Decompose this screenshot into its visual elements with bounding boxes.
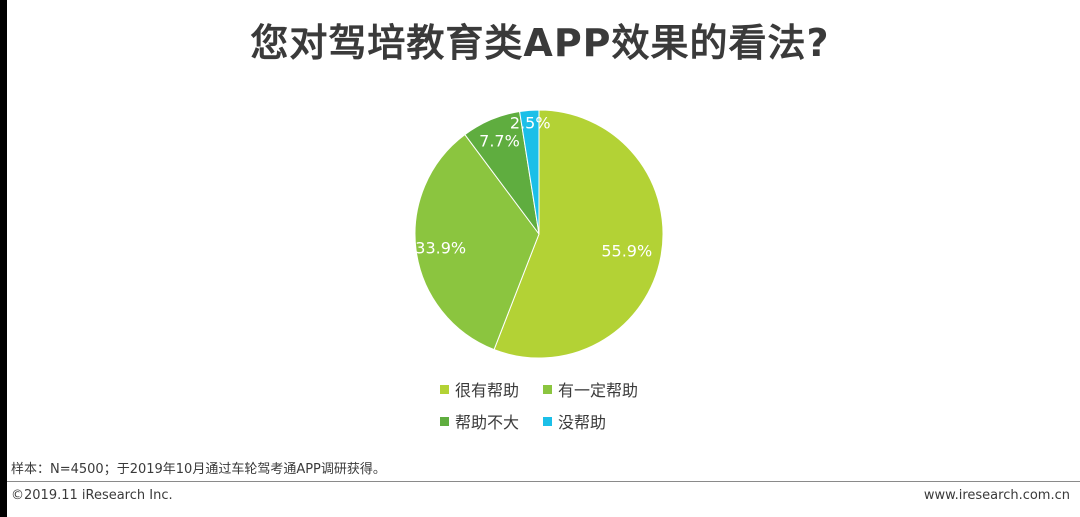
copyright-text: ©2019.11 iResearch Inc. <box>11 488 173 503</box>
pie-slices <box>414 109 664 359</box>
legend-row: 很有帮助 有一定帮助 <box>440 373 700 405</box>
legend-swatch <box>543 384 552 394</box>
pie-slice-no-help <box>519 109 540 235</box>
pie-slice-very-helpful <box>493 109 664 359</box>
pie-label-somewhat-helpful: 33.9% <box>415 238 466 257</box>
pie-value-labels: 55.9% 33.9% 7.7%2.5% <box>415 114 652 261</box>
legend-label: 没帮助 <box>558 413 607 432</box>
legend-label: 有一定帮助 <box>558 381 639 400</box>
left-edge-bar <box>0 0 7 517</box>
footer-divider <box>7 481 1080 482</box>
legend-item-somewhat-helpful: 有一定帮助 <box>543 377 663 401</box>
legend-item-little-help: 帮助不大 <box>440 409 543 433</box>
chart-title: 您对驾培教育类APP效果的看法? <box>250 21 830 65</box>
legend-swatch <box>440 384 449 394</box>
legend-swatch <box>543 416 552 426</box>
legend-item-very-helpful: 很有帮助 <box>440 377 543 401</box>
legend-item-no-help: 没帮助 <box>543 409 646 433</box>
pie-slice-somewhat-helpful <box>414 133 540 351</box>
legend-label: 帮助不大 <box>455 413 520 432</box>
pie-label-little-help: 7.7% <box>479 131 520 150</box>
legend-label: 很有帮助 <box>455 381 520 400</box>
pie-label-no-help: 2.5% <box>510 114 551 133</box>
sample-note: 样本：N=4500；于2019年10月通过车轮驾考通APP调研获得。 <box>11 462 386 477</box>
website-link[interactable]: www.iresearch.com.cn <box>923 488 1070 503</box>
legend-row: 帮助不大 没帮助 <box>440 405 700 437</box>
legend-swatch <box>440 416 449 426</box>
legend: 很有帮助 有一定帮助 帮助不大 没帮助 <box>440 373 700 437</box>
pie-label-very-helpful: 55.9% <box>601 241 652 260</box>
